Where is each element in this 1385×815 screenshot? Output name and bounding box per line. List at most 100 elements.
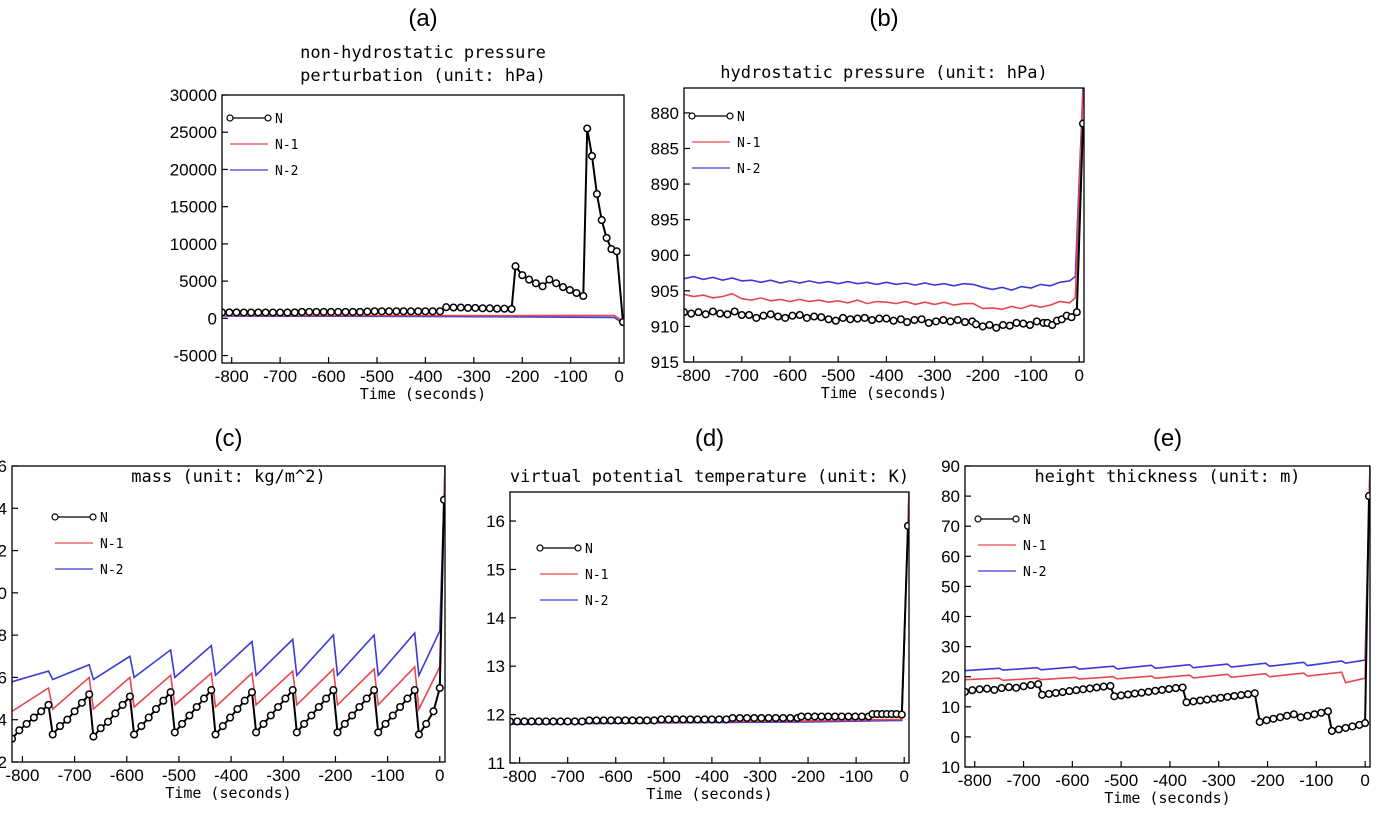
data-point xyxy=(1038,690,1047,699)
data-point xyxy=(305,307,314,316)
y-tick-label: 30 xyxy=(941,638,960,657)
data-point xyxy=(439,495,445,504)
data-point xyxy=(370,307,379,316)
data-point xyxy=(982,684,992,693)
y-tick-label: 60 xyxy=(941,547,960,566)
series-line-N-1 xyxy=(12,466,445,712)
data-point xyxy=(96,724,105,733)
data-point xyxy=(1237,691,1246,700)
data-point xyxy=(716,309,725,318)
data-point xyxy=(442,303,451,312)
data-point xyxy=(435,307,445,316)
data-point xyxy=(211,730,220,739)
data-point xyxy=(1341,723,1350,732)
data-point xyxy=(1289,710,1298,719)
plot-frame xyxy=(509,491,910,764)
series-group xyxy=(222,124,624,327)
data-point xyxy=(788,311,797,320)
data-point xyxy=(44,700,53,709)
x-axis-label: Time (seconds) xyxy=(360,385,486,403)
y-tick-label: 36 xyxy=(0,457,7,476)
x-tick-label: -500 xyxy=(821,366,855,385)
data-point xyxy=(917,315,926,324)
data-point xyxy=(786,713,795,723)
data-point xyxy=(671,715,680,724)
data-point xyxy=(1130,689,1139,698)
data-point xyxy=(225,308,234,317)
data-point xyxy=(449,303,458,312)
x-tick-label: -200 xyxy=(505,367,539,386)
data-point xyxy=(621,716,630,725)
data-point xyxy=(572,288,581,298)
data-point xyxy=(853,314,862,323)
data-point xyxy=(1019,319,1028,328)
data-point xyxy=(1085,684,1094,693)
series-line-N-2 xyxy=(684,88,1084,291)
data-point xyxy=(392,307,401,316)
data-point xyxy=(694,308,703,317)
data-point xyxy=(857,712,866,721)
data-point xyxy=(406,307,415,316)
x-tick-label: -700 xyxy=(551,767,585,786)
x-tick-label: -700 xyxy=(263,367,297,386)
legend-marker xyxy=(1012,515,1020,523)
series-line-N-2 xyxy=(222,315,624,325)
y-tick-label: 880 xyxy=(651,104,679,123)
panel-c: (c) mass (unit: kg/m^2) -800 -700 -600 -500 -4… xyxy=(0,425,446,802)
data-point xyxy=(635,716,644,725)
y-tick-label: 40 xyxy=(941,608,960,627)
data-point xyxy=(990,685,999,694)
data-point xyxy=(1250,689,1259,698)
series-line-N-2 xyxy=(12,466,445,683)
y-tick-label: 890 xyxy=(651,175,679,194)
data-point xyxy=(500,304,509,313)
data-point xyxy=(810,712,819,721)
data-point xyxy=(903,318,912,327)
y-tick-label: 10 xyxy=(941,698,960,717)
data-point xyxy=(998,320,1008,330)
data-point xyxy=(410,686,419,695)
data-point xyxy=(281,694,290,703)
data-point xyxy=(844,712,853,721)
data-point xyxy=(1117,691,1126,700)
data-point xyxy=(396,702,405,712)
data-point xyxy=(520,717,529,726)
x-tick-label: -300 xyxy=(457,367,491,386)
y-tick-label: 885 xyxy=(651,139,679,158)
data-point xyxy=(1196,696,1205,705)
data-point xyxy=(764,713,773,723)
data-point xyxy=(817,313,826,322)
y-tick-label: 32 xyxy=(0,542,7,561)
data-point xyxy=(657,715,666,724)
data-point xyxy=(552,279,561,288)
data-point xyxy=(542,717,551,726)
y-tick-label: 12 xyxy=(486,706,505,725)
data-point xyxy=(1269,714,1278,723)
data-point xyxy=(1004,683,1013,692)
data-point xyxy=(125,692,134,701)
data-point xyxy=(1034,680,1043,689)
data-point xyxy=(723,310,732,319)
data-point xyxy=(1303,711,1312,720)
data-point xyxy=(151,705,161,714)
data-point xyxy=(518,271,527,280)
data-point xyxy=(37,707,46,716)
data-point xyxy=(1072,308,1081,317)
legend-label: N xyxy=(1023,513,1031,528)
data-point xyxy=(985,320,994,330)
data-point xyxy=(1327,726,1336,735)
data-point xyxy=(728,713,737,723)
data-point xyxy=(414,307,423,316)
data-point xyxy=(300,719,309,728)
y-tick-label: 15000 xyxy=(170,198,217,217)
x-tick-label: -300 xyxy=(266,766,300,785)
data-point xyxy=(252,728,261,737)
y-tick-label: 50 xyxy=(941,577,960,596)
data-point xyxy=(511,262,520,271)
data-point xyxy=(614,716,623,725)
x-tick-label: -600 xyxy=(1055,771,1089,790)
legend-marker xyxy=(51,513,59,521)
x-tick-label: -100 xyxy=(371,766,405,785)
data-point xyxy=(585,716,594,725)
data-point xyxy=(707,715,716,724)
